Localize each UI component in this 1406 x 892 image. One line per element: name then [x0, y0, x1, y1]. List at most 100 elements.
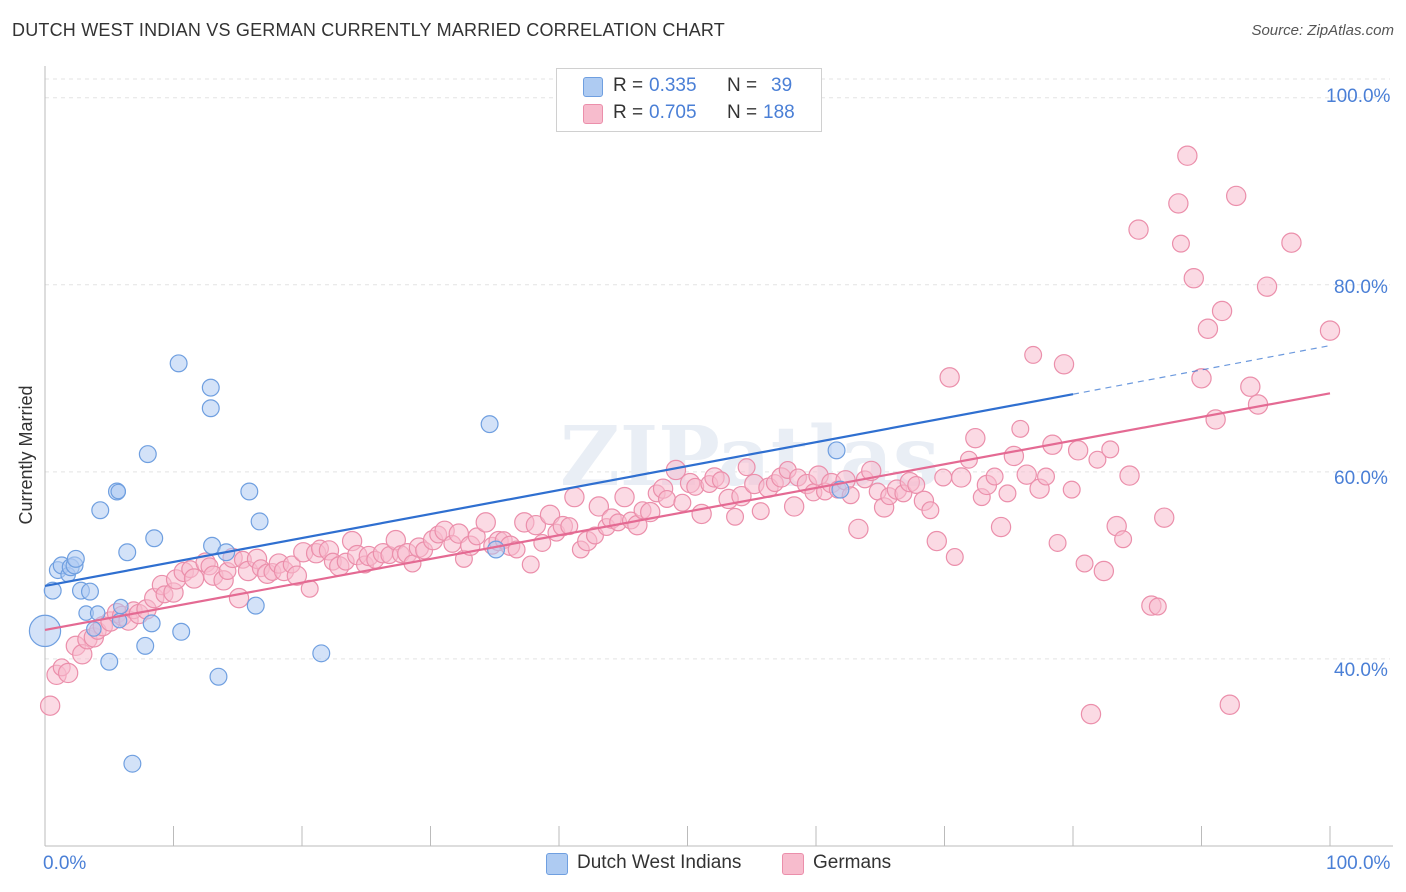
- dutch-west-indian-point: [172, 622, 191, 641]
- german-point: [539, 504, 561, 526]
- german-point: [614, 486, 635, 508]
- german-point: [57, 662, 79, 684]
- legend-n-value: 188: [763, 102, 795, 123]
- dutch-west-indian-point: [487, 540, 506, 559]
- dutch-west-indian-point: [827, 441, 846, 460]
- dutch-west-indian-point: [110, 483, 127, 500]
- german-point: [1062, 480, 1081, 499]
- german-point: [1168, 193, 1189, 214]
- german-point: [1319, 320, 1341, 341]
- dutch-west-indian-point: [113, 598, 129, 615]
- german-point: [1183, 268, 1204, 289]
- x-axis-left-label: 0.0%: [43, 853, 87, 874]
- dutch-west-indian-point: [138, 445, 157, 464]
- chart-title: DUTCH WEST INDIAN VS GERMAN CURRENTLY MA…: [12, 20, 726, 40]
- german-point: [467, 527, 486, 546]
- german-point: [1148, 597, 1167, 616]
- german-point: [1093, 560, 1115, 582]
- dutch-west-indian-point: [43, 581, 62, 600]
- german-point: [1219, 694, 1240, 715]
- german-point: [985, 467, 1004, 486]
- german-point: [1211, 300, 1233, 322]
- german-point: [1114, 530, 1133, 549]
- legend-row-germans: R = 0.705 N = 188: [557, 102, 819, 128]
- dutch-west-indian-trend-line: [44, 393, 1074, 588]
- german-point: [507, 540, 526, 559]
- german-point: [1037, 467, 1056, 486]
- german-point: [673, 493, 692, 512]
- dutch-west-indian-point: [209, 667, 228, 686]
- german-point: [726, 507, 745, 526]
- y-axis-label: Currently Married: [16, 385, 36, 525]
- german-point: [848, 518, 869, 540]
- blue-swatch: [546, 853, 568, 875]
- legend-row-dutch-west-indians: R = 0.335 N = 39: [557, 75, 819, 101]
- german-point: [1128, 219, 1149, 240]
- german-point: [1197, 318, 1219, 339]
- legend-label: Dutch West Indians: [577, 852, 742, 873]
- german-point: [934, 468, 953, 487]
- dutch-west-indian-point: [86, 621, 102, 637]
- dutch-west-indian-point: [66, 549, 85, 568]
- dutch-west-indian-point: [142, 614, 161, 633]
- german-point: [1191, 368, 1212, 389]
- german-point: [751, 502, 770, 521]
- dutch-west-indian-point: [169, 354, 188, 373]
- german-point: [939, 367, 960, 388]
- german-point: [1048, 533, 1067, 552]
- german-point: [1171, 234, 1190, 253]
- german-point: [1240, 376, 1261, 397]
- blue-swatch: [583, 77, 603, 97]
- german-point: [39, 695, 61, 716]
- y-tick-label: 80.0%: [1334, 277, 1388, 298]
- dutch-west-indian-point: [80, 582, 99, 601]
- legend-r-label: R =: [613, 102, 644, 123]
- y-tick-label: 60.0%: [1334, 468, 1388, 489]
- dutch-west-indian-point: [240, 482, 259, 501]
- german-point: [945, 547, 964, 566]
- dutch-west-indian-point: [480, 415, 499, 434]
- german-point: [657, 489, 676, 508]
- german-point: [1080, 703, 1102, 725]
- german-point: [521, 555, 540, 574]
- german-point: [926, 530, 947, 552]
- german-point: [525, 514, 547, 536]
- dutch-west-indian-point: [100, 652, 119, 671]
- german-point: [737, 458, 756, 477]
- german-point: [1177, 145, 1198, 166]
- german-point: [1016, 464, 1037, 485]
- german-trend-line: [44, 392, 1331, 632]
- dutch-west-indian-point: [246, 596, 265, 615]
- german-point: [1101, 440, 1120, 459]
- german-point: [1225, 185, 1247, 207]
- dutch-west-indian-point: [123, 754, 142, 773]
- german-point: [951, 467, 972, 488]
- dutch-west-indian-point: [250, 512, 269, 531]
- german-point: [921, 501, 940, 520]
- german-point: [1075, 554, 1094, 573]
- german-point: [564, 486, 585, 508]
- german-point: [1154, 507, 1175, 528]
- dutch-west-indian-point: [28, 614, 62, 648]
- german-point: [1119, 465, 1140, 486]
- pink-swatch: [782, 853, 804, 875]
- german-point: [998, 484, 1017, 503]
- y-tick-label: 40.0%: [1334, 660, 1388, 681]
- german-point: [711, 471, 730, 490]
- legend-r-label: R =: [613, 75, 644, 96]
- german-point: [783, 496, 805, 517]
- dutch-west-indian-point: [136, 636, 155, 655]
- german-point: [1281, 232, 1302, 253]
- german-point: [1024, 345, 1043, 364]
- dutch-west-indian-point: [118, 543, 137, 562]
- legend-n-label: N =: [727, 75, 758, 96]
- x-axis-right-label: 100.0%: [1326, 853, 1391, 874]
- dutch-west-indian-point: [91, 501, 110, 520]
- german-point: [183, 568, 205, 589]
- german-point: [588, 496, 610, 517]
- dutch-west-indian-point: [201, 378, 220, 397]
- correlation-legend: R = 0.335 N = 39 R = 0.705 N = 188: [556, 68, 822, 132]
- legend-n-value: 39: [771, 75, 793, 96]
- german-point: [1088, 450, 1107, 469]
